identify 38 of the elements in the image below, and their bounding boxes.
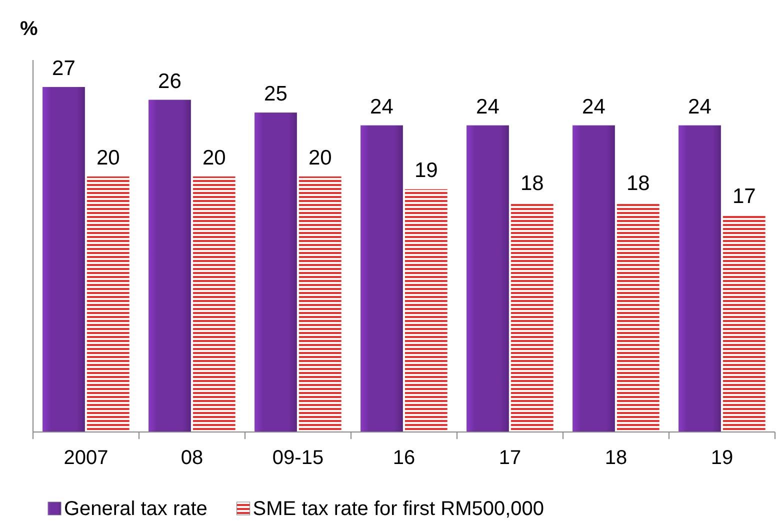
data-label: 24	[688, 95, 712, 118]
bar	[86, 176, 130, 432]
x-tick-label: 09-15	[272, 447, 324, 469]
legend-label: SME tax rate for first RM500,000	[252, 498, 544, 520]
data-label: 24	[582, 95, 606, 118]
data-label: 20	[202, 146, 226, 170]
x-tick-label: 2007	[64, 447, 108, 469]
bar	[148, 100, 191, 432]
x-tick-label: 16	[392, 447, 416, 469]
data-label: 20	[96, 146, 120, 170]
bar	[572, 125, 615, 432]
data-label: 26	[158, 70, 182, 93]
x-tick-label: 18	[604, 447, 628, 469]
bar	[360, 125, 403, 432]
bar	[722, 214, 766, 432]
bar	[510, 202, 554, 432]
x-tick-label: 08	[180, 447, 204, 469]
bar	[678, 125, 721, 432]
data-label: 18	[520, 172, 544, 195]
bar	[616, 202, 660, 432]
x-tick-label: 17	[498, 447, 522, 469]
bar	[404, 189, 448, 432]
data-label: 24	[476, 95, 500, 118]
bar	[42, 87, 85, 432]
legend-label: General tax rate	[64, 498, 208, 520]
bar	[466, 125, 509, 432]
data-label: 18	[626, 172, 650, 195]
bar	[254, 112, 297, 432]
data-label: 25	[264, 82, 288, 106]
bar	[298, 176, 342, 432]
data-label: 20	[308, 146, 332, 170]
data-label: 19	[414, 159, 438, 182]
bar	[192, 176, 236, 432]
data-label: 17	[732, 184, 756, 208]
x-tick-label: 19	[710, 447, 734, 469]
y-axis-title: %	[20, 18, 38, 40]
data-label: 24	[370, 95, 394, 118]
data-label: 27	[52, 57, 76, 80]
